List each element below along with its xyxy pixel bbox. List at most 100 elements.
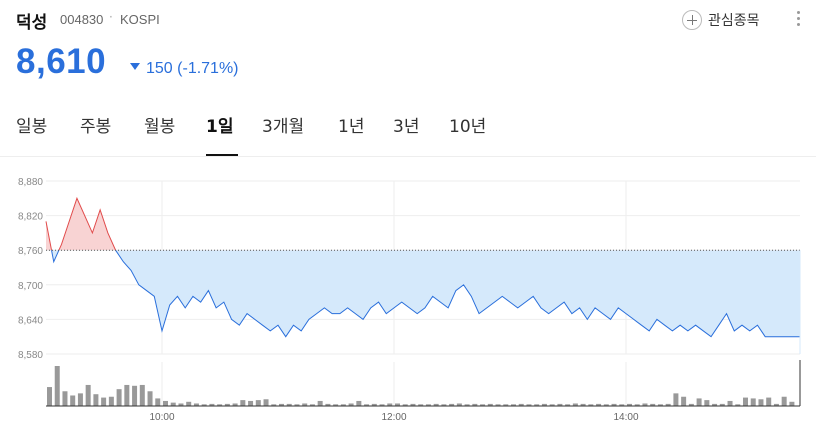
volume-bar	[642, 403, 648, 406]
volume-bar	[155, 398, 161, 406]
tab-3years[interactable]: 3년	[393, 117, 420, 137]
volume-bar	[224, 403, 230, 406]
volume-bar	[186, 401, 192, 406]
volume-bar	[549, 404, 555, 406]
price-change: 150 (-1.71%)	[146, 60, 239, 78]
period-tabs: 일봉 주봉 월봉 1일 3개월 1년 3년 10년	[0, 108, 816, 157]
stock-name: 덕성	[16, 13, 48, 33]
tab-1year[interactable]: 1년	[338, 117, 365, 137]
volume-bar	[541, 403, 547, 406]
volume-bar	[611, 403, 617, 406]
price-line-down	[51, 250, 800, 338]
volume-bar	[356, 400, 362, 406]
tab-weekly[interactable]: 주봉	[80, 117, 112, 137]
volume-bar	[240, 400, 246, 406]
volume-bar	[248, 400, 254, 406]
volume-bar	[47, 387, 52, 406]
volume-bar	[433, 403, 439, 406]
y-tick-label: 8,640	[18, 315, 43, 326]
x-tick-label: 12:00	[381, 412, 406, 423]
area-above-reference	[46, 198, 116, 251]
volume-bar	[719, 403, 725, 406]
volume-bar	[580, 403, 586, 406]
volume-bar	[364, 404, 370, 406]
volume-bar	[62, 391, 68, 406]
tab-daily[interactable]: 일봉	[16, 117, 48, 137]
volume-bar	[271, 404, 277, 406]
volume-bar	[132, 385, 138, 406]
volume-bar	[340, 404, 346, 406]
plus-circle-icon	[682, 10, 702, 30]
volume-bar	[619, 404, 625, 406]
market-label: KOSPI	[120, 12, 160, 27]
volume-bar	[116, 389, 122, 406]
volume-bar	[279, 403, 284, 406]
volume-bar	[402, 404, 408, 406]
tab-3months[interactable]: 3개월	[262, 117, 305, 137]
volume-bar	[54, 366, 60, 406]
volume-bar	[139, 384, 145, 406]
volume-bar	[163, 400, 168, 406]
volume-bar	[441, 404, 447, 406]
volume-bar	[255, 400, 261, 406]
volume-bar	[634, 404, 640, 406]
x-tick-label: 14:00	[613, 412, 638, 423]
separator-dot: ·	[109, 10, 113, 24]
volume-bar	[464, 404, 470, 406]
volume-bar	[534, 404, 540, 406]
volume-bar	[333, 404, 339, 406]
current-price: 8,610	[16, 42, 107, 81]
volume-bar	[758, 399, 764, 406]
volume-bar	[294, 404, 300, 406]
tab-1day[interactable]: 1일	[206, 117, 234, 137]
volume-bar	[681, 396, 687, 406]
x-tick-label: 10:00	[149, 412, 174, 423]
volume-bar	[410, 403, 416, 406]
volume-bar	[263, 399, 269, 406]
volume-bar	[193, 403, 199, 406]
volume-bar	[557, 403, 563, 406]
volume-bar	[743, 397, 748, 406]
volume-bar	[688, 403, 694, 406]
volume-bar	[325, 403, 331, 406]
volume-bar	[572, 403, 578, 406]
add-favorite-button[interactable]: 관심종목	[682, 8, 760, 32]
y-tick-label: 8,820	[18, 212, 43, 223]
volume-bar	[472, 403, 478, 406]
change-percent: (-1.71%)	[177, 60, 239, 77]
y-tick-label: 8,700	[18, 281, 43, 292]
volume-bar	[286, 403, 292, 406]
volume-bar	[673, 393, 679, 406]
volume-bar	[727, 400, 733, 406]
area-below-reference	[46, 250, 800, 337]
more-vertical-icon[interactable]	[796, 11, 800, 29]
volume-bar	[773, 403, 779, 406]
volume-bar	[93, 394, 99, 406]
favorite-label: 관심종목	[708, 13, 760, 29]
volume-bar	[170, 402, 176, 406]
volume-bar	[418, 404, 424, 406]
volume-bar	[766, 397, 772, 406]
volume-bar	[712, 403, 718, 406]
volume-bar	[101, 397, 107, 406]
volume-bar	[178, 403, 184, 406]
volume-bar	[456, 403, 462, 406]
volume-bar	[650, 403, 656, 406]
tab-monthly[interactable]: 월봉	[144, 117, 176, 137]
volume-bar	[395, 403, 400, 406]
volume-bar	[596, 403, 602, 406]
volume-bar	[209, 403, 215, 406]
volume-bar	[696, 398, 702, 406]
tab-10years[interactable]: 10년	[449, 117, 487, 137]
volume-bar	[781, 396, 787, 406]
y-tick-label: 8,580	[18, 350, 43, 361]
change-amount: 150	[146, 60, 173, 77]
y-tick-label: 8,760	[18, 246, 43, 257]
volume-bar	[70, 395, 76, 406]
volume-bar	[750, 398, 756, 406]
volume-bar	[309, 404, 315, 406]
volume-bar	[565, 404, 571, 406]
volume-bar	[518, 403, 524, 406]
volume-bar	[480, 404, 486, 406]
